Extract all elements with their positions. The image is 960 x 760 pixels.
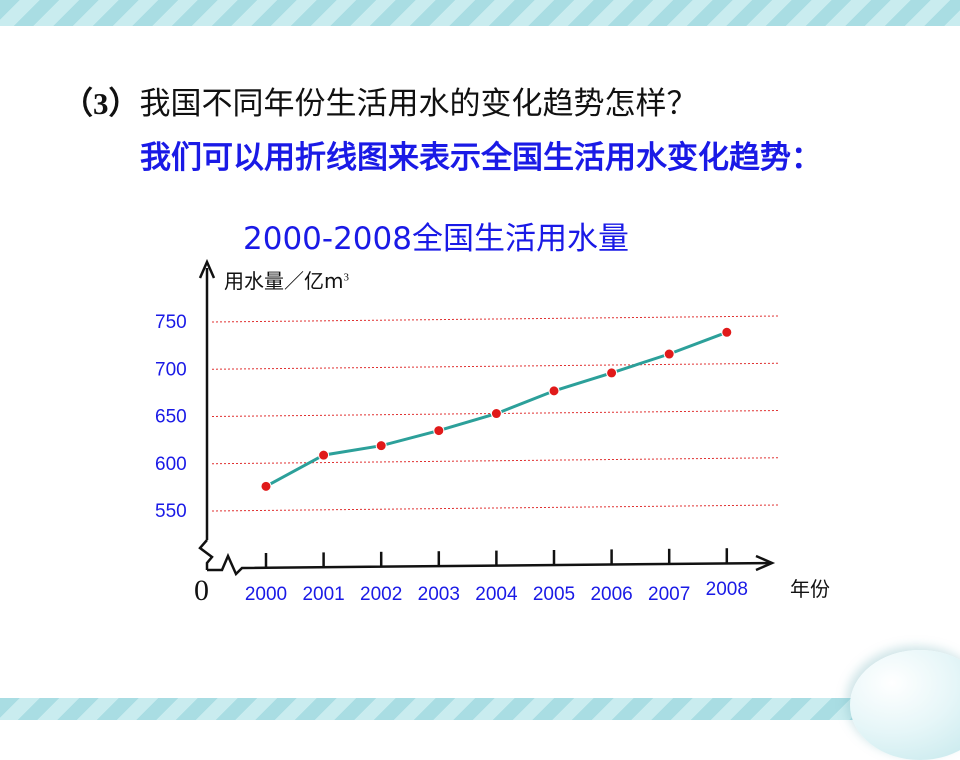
line-chart: 550 600 650 700 750 2000 2001 2002 2003 2004 2005… xyxy=(155,258,779,605)
chart-title: 2000-2008全国生活用水量 xyxy=(243,221,629,257)
x-tick-label-2008: 2008 xyxy=(706,579,748,600)
x-tick-label-2003: 2003 xyxy=(418,584,460,605)
x-axis xyxy=(207,552,771,577)
y-tick-label-550: 550 xyxy=(155,501,187,522)
y-tick-labels: 550 600 650 700 750 xyxy=(155,312,187,522)
data-point-2002 xyxy=(375,440,387,452)
x-tick-label-2001: 2001 xyxy=(302,584,344,605)
y-tick-label-700: 700 xyxy=(155,359,187,380)
y-axis-arrow xyxy=(198,258,216,279)
data-point-2005 xyxy=(548,385,560,397)
bottom-decorative-band xyxy=(0,698,960,720)
data-point-2001 xyxy=(318,449,330,461)
data-point-2004 xyxy=(490,408,502,420)
axes xyxy=(198,258,776,577)
x-axis-label: 年份 xyxy=(790,577,830,601)
data-point-2008 xyxy=(721,326,733,338)
y-axis-label-superscript: 3 xyxy=(343,271,349,284)
answer-text: 我们可以用折线图来表示全国生活用水变化趋势： xyxy=(140,140,822,176)
data-point-2003 xyxy=(433,425,445,437)
y-tick-label-650: 650 xyxy=(155,407,187,428)
x-tick-label-2002: 2002 xyxy=(360,584,402,605)
question-text: 我国不同年份生活用水的变化趋势怎样？ xyxy=(139,86,698,122)
question-line: （3）我国不同年份生活用水的变化趋势怎样？ xyxy=(62,78,698,123)
question-number: （3） xyxy=(62,86,140,121)
y-axis-label-text: 用水量／亿m xyxy=(224,269,344,293)
grid-line-550 xyxy=(211,504,779,512)
data-point-2000 xyxy=(260,480,272,492)
data-points xyxy=(260,326,733,492)
x-tick-label-2000: 2000 xyxy=(245,584,287,605)
y-tick-label-750: 750 xyxy=(155,312,187,333)
x-tick-label-2007: 2007 xyxy=(648,584,690,605)
y-axis-label: 用水量／亿m3 xyxy=(224,265,349,294)
x-tick-label-2006: 2006 xyxy=(590,584,632,605)
x-tick-labels: 2000 2001 2002 2003 2004 2005 2006 2007 2008 xyxy=(245,579,748,605)
top-decorative-band xyxy=(0,0,960,26)
x-ticks xyxy=(264,548,729,568)
data-point-2007 xyxy=(663,348,675,360)
grid-line-750 xyxy=(211,315,779,323)
y-tick-label-600: 600 xyxy=(155,454,187,475)
x-tick-label-2005: 2005 xyxy=(533,584,575,605)
grid-line-700 xyxy=(211,362,779,370)
origin-label: 0 xyxy=(194,574,209,607)
data-point-2006 xyxy=(606,367,618,379)
grid-line-600 xyxy=(211,457,779,465)
x-tick-label-2004: 2004 xyxy=(475,584,518,605)
y-axis xyxy=(198,268,214,570)
x-axis-arrow xyxy=(755,554,776,572)
